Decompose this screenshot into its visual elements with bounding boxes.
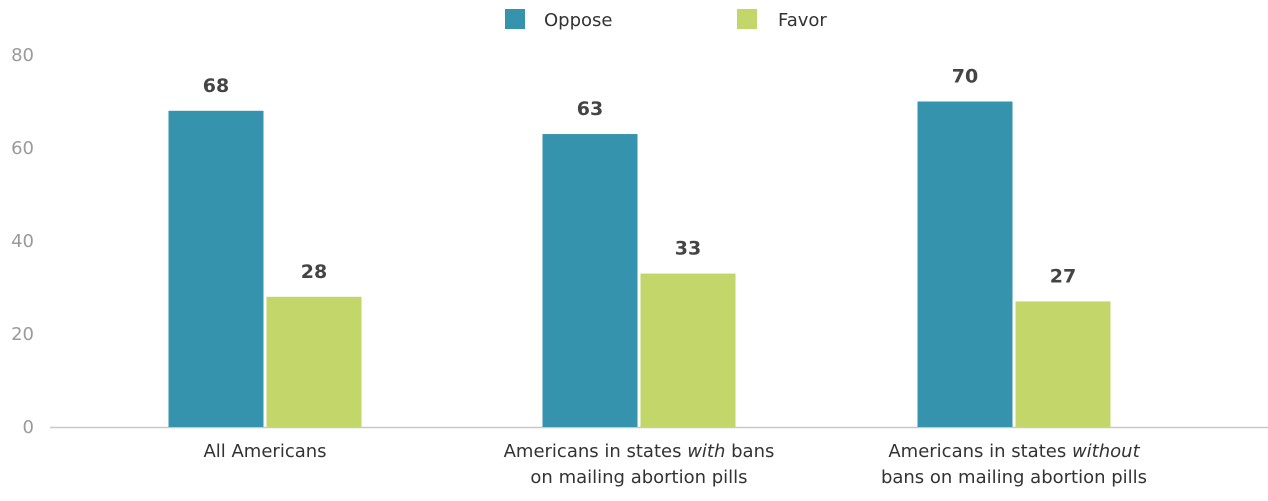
data-label-oppose: 70 — [952, 66, 978, 88]
bar-favor — [640, 273, 736, 427]
legend-swatch-oppose — [505, 9, 525, 29]
bar-oppose — [917, 101, 1013, 427]
y-tick-label: 40 — [11, 231, 34, 252]
bar-oppose — [542, 134, 638, 428]
x-category-label: Americans in states with bans on mailing … — [504, 441, 775, 488]
y-tick-label: 0 — [23, 417, 34, 438]
data-label-favor: 28 — [301, 261, 327, 283]
data-label-oppose: 63 — [577, 98, 603, 120]
y-tick-label: 20 — [11, 324, 34, 345]
legend-swatch-favor — [737, 9, 757, 29]
data-label-oppose: 68 — [203, 75, 229, 97]
data-label-favor: 27 — [1050, 265, 1076, 287]
data-label-favor: 33 — [675, 238, 701, 260]
legend-label-oppose: Oppose — [544, 10, 612, 31]
bar-oppose — [168, 110, 264, 428]
bar-favor — [266, 296, 362, 427]
legend-label-favor: Favor — [778, 10, 827, 31]
y-tick-label: 60 — [11, 138, 34, 159]
y-tick-label: 80 — [11, 45, 34, 66]
x-category-label: All Americans — [203, 441, 326, 462]
bar-favor — [1015, 301, 1111, 427]
x-category-label: Americans in states without bans on maili… — [881, 441, 1147, 488]
